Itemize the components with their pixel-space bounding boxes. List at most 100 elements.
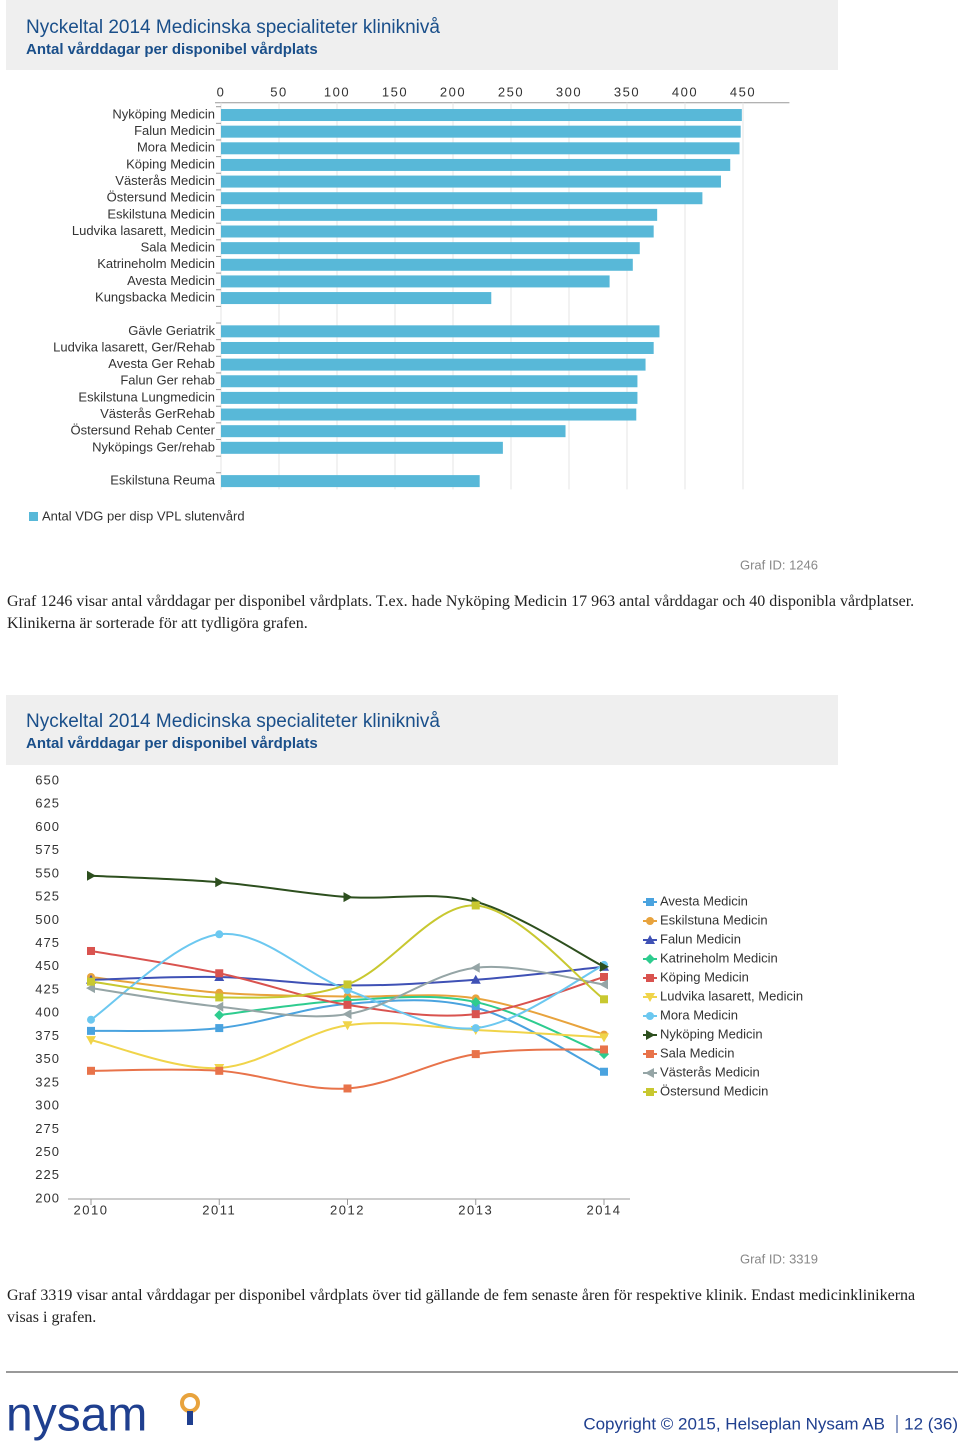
graph-id: Graf ID: 3319 bbox=[740, 1251, 818, 1266]
y-tick-label: 400 bbox=[35, 1005, 60, 1020]
y-tick-label: 275 bbox=[35, 1121, 60, 1136]
y-tick-label: Avesta Medicin bbox=[127, 273, 215, 288]
y-tick-label: Falun Medicin bbox=[134, 123, 215, 138]
marker bbox=[86, 1036, 96, 1046]
bar bbox=[221, 375, 638, 388]
legend-swatch bbox=[29, 512, 38, 521]
series-line bbox=[90, 1048, 605, 1090]
marker bbox=[645, 993, 655, 1002]
marker bbox=[215, 1024, 224, 1033]
marker bbox=[87, 1066, 95, 1075]
y-tick-label: Ludvika lasarett, Ger/Rehab bbox=[53, 339, 215, 354]
legend-label: Sala Medicin bbox=[660, 1045, 734, 1060]
y-tick-label: Falun Ger rehab bbox=[120, 373, 215, 388]
y-tick-label: 500 bbox=[35, 912, 60, 927]
y-tick-label: 200 bbox=[35, 1190, 60, 1205]
x-tick-label: 0 bbox=[217, 84, 226, 99]
logo-icon bbox=[187, 1411, 193, 1425]
bar bbox=[221, 142, 740, 155]
marker bbox=[645, 954, 655, 964]
marker bbox=[87, 1015, 95, 1024]
marker bbox=[471, 1024, 480, 1033]
y-tick-label: Östersund Rehab Center bbox=[70, 423, 215, 438]
y-tick-label: 575 bbox=[35, 842, 60, 857]
y-tick-label: 250 bbox=[35, 1144, 60, 1159]
marker bbox=[87, 977, 95, 986]
series-line bbox=[219, 995, 605, 1056]
y-tick-label: Gävle Geriatrik bbox=[128, 323, 215, 338]
marker bbox=[646, 1050, 654, 1058]
marker bbox=[646, 1088, 654, 1096]
marker bbox=[343, 1084, 352, 1093]
y-tick-label: 550 bbox=[35, 865, 60, 880]
chart-subtitle: Antal vårddagar per disponibel vårdplats bbox=[26, 41, 318, 58]
copyright: Copyright © 2015, Helseplan Nysam AB bbox=[583, 1414, 885, 1433]
y-tick-label: 325 bbox=[35, 1074, 60, 1089]
legend-label: Västerås Medicin bbox=[660, 1064, 760, 1079]
y-tick-label: 525 bbox=[35, 889, 60, 904]
y-tick-label: Västerås GerRehab bbox=[100, 406, 215, 421]
bar bbox=[221, 109, 742, 122]
marker bbox=[471, 1050, 480, 1059]
marker bbox=[646, 974, 654, 982]
marker bbox=[646, 1030, 655, 1040]
y-tick-label: Västerås Medicin bbox=[115, 173, 215, 188]
y-tick-label: 600 bbox=[35, 819, 60, 834]
x-tick-label: 2010 bbox=[74, 1202, 109, 1217]
bar bbox=[221, 425, 566, 438]
marker bbox=[470, 997, 481, 1008]
x-tick-label: 2011 bbox=[202, 1202, 236, 1217]
y-tick-label: Nyköpings Ger/rehab bbox=[92, 439, 215, 454]
marker bbox=[646, 898, 654, 906]
bar bbox=[221, 391, 638, 404]
x-tick-label: 100 bbox=[324, 84, 350, 99]
bar bbox=[221, 158, 731, 171]
y-tick-label: Kungsbacka Medicin bbox=[95, 289, 215, 304]
legend-label: Avesta Medicin bbox=[660, 893, 748, 908]
marker bbox=[600, 961, 609, 972]
marker bbox=[343, 980, 352, 989]
x-tick-label: 400 bbox=[672, 84, 698, 99]
legend-label: Eskilstuna Medicin bbox=[660, 912, 768, 927]
marker bbox=[646, 917, 654, 925]
y-tick-label: Katrineholm Medicin bbox=[97, 256, 215, 271]
y-tick-label: Ludvika lasarett, Medicin bbox=[72, 223, 215, 238]
marker bbox=[471, 1010, 480, 1019]
bar bbox=[221, 292, 492, 305]
legend-label: Mora Medicin bbox=[660, 1007, 738, 1022]
bar bbox=[221, 341, 654, 354]
bar bbox=[221, 208, 658, 221]
x-tick-label: 350 bbox=[614, 84, 640, 99]
legend-label: Östersund Medicin bbox=[660, 1083, 768, 1098]
marker bbox=[343, 1000, 352, 1009]
y-tick-label: 425 bbox=[35, 981, 60, 996]
bar bbox=[221, 242, 640, 255]
y-tick-label: Mora Medicin bbox=[137, 140, 215, 155]
bar bbox=[221, 175, 721, 188]
marker bbox=[87, 870, 96, 881]
y-tick-label: Eskilstuna Lungmedicin bbox=[78, 389, 215, 404]
bar bbox=[221, 441, 503, 454]
logo-icon bbox=[180, 1393, 200, 1413]
bar bbox=[221, 125, 741, 138]
marker bbox=[646, 1012, 654, 1020]
y-tick-label: 300 bbox=[35, 1098, 60, 1113]
marker bbox=[215, 930, 224, 939]
marker bbox=[215, 877, 225, 888]
y-tick-label: 350 bbox=[35, 1051, 60, 1066]
marker bbox=[645, 1068, 654, 1078]
y-tick-label: 375 bbox=[35, 1028, 60, 1043]
legend-label: Katrineholm Medicin bbox=[660, 950, 778, 965]
header-box bbox=[6, 0, 838, 70]
y-tick-label: 225 bbox=[35, 1167, 60, 1182]
legend-label: Köping Medicin bbox=[660, 969, 749, 984]
caption: Graf 3319 visar antal vårddagar per disp… bbox=[7, 1287, 916, 1326]
bar bbox=[221, 358, 646, 371]
marker bbox=[342, 1021, 353, 1031]
y-tick-label: 625 bbox=[35, 796, 60, 811]
marker bbox=[599, 1033, 609, 1043]
chart-subtitle: Antal vårddagar per disponibel vårdplats bbox=[26, 735, 318, 752]
marker bbox=[600, 1067, 608, 1076]
